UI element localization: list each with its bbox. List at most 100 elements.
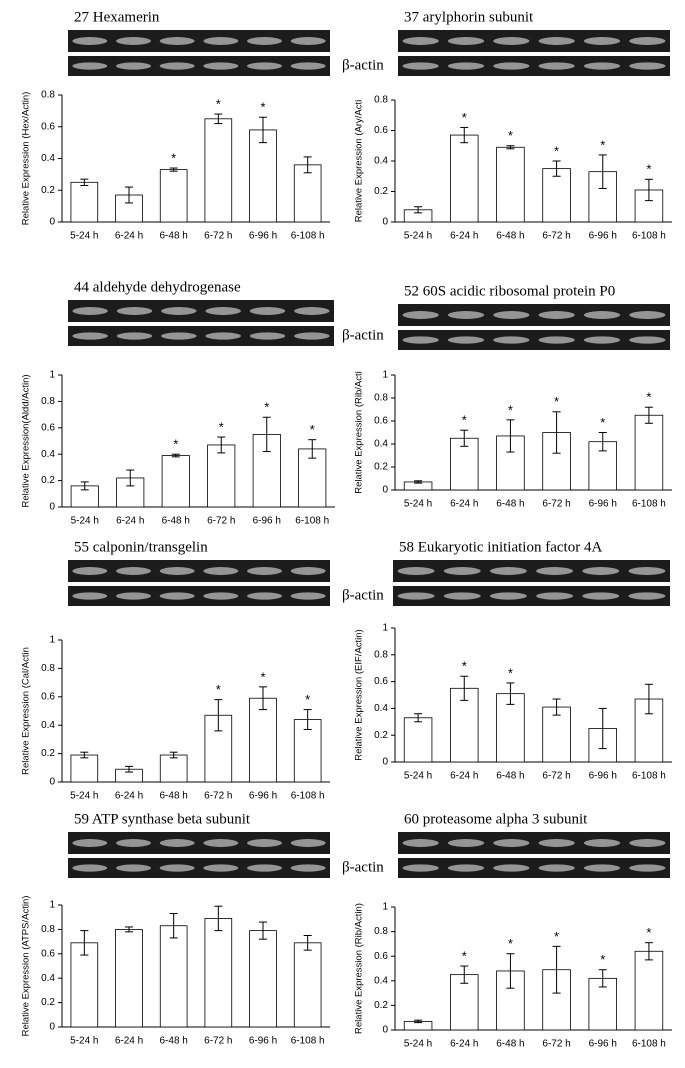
- gel-band: [538, 62, 575, 70]
- gel-label: β-actin: [342, 327, 384, 343]
- significance-marker: *: [173, 437, 178, 452]
- x-tick-label: 6-48 h: [496, 499, 524, 510]
- y-tick-label: 0.6: [41, 121, 55, 132]
- x-tick-label: 6-72 h: [204, 1036, 232, 1047]
- gel-image: [398, 858, 670, 878]
- gel-band: [116, 62, 151, 70]
- x-tick-label: 6-96 h: [249, 231, 277, 242]
- gel-band: [294, 332, 330, 340]
- gel-band: [402, 864, 439, 872]
- y-tick-label: 0.4: [374, 703, 388, 714]
- gel-band: [72, 839, 108, 847]
- gel-band: [290, 592, 326, 600]
- gel-image: [68, 858, 330, 878]
- bar: [204, 918, 233, 1028]
- gel-band: [402, 839, 439, 847]
- y-tick-label: 0.4: [374, 975, 388, 986]
- gel-band: [493, 839, 530, 847]
- gel-band: [203, 62, 239, 70]
- gel-band: [536, 567, 574, 575]
- x-tick-label: 6-48 h: [496, 1039, 524, 1050]
- y-tick-label: 1: [49, 635, 55, 646]
- gel-band: [72, 37, 108, 45]
- gel-label: β-actin: [342, 859, 384, 875]
- gel-band: [247, 839, 282, 847]
- bar: [204, 118, 233, 223]
- y-tick-label: 1: [49, 370, 55, 381]
- y-tick-label: 1: [382, 623, 388, 634]
- bar: [293, 164, 322, 223]
- bar: [159, 925, 188, 1028]
- gel-band: [159, 839, 195, 847]
- gel-band: [629, 839, 666, 847]
- significance-marker: *: [600, 415, 605, 430]
- y-axis-label: Relative Expression (EIF/Actin): [354, 629, 365, 760]
- gel-band: [628, 592, 666, 600]
- gel-band: [447, 864, 485, 872]
- gel-band: [536, 592, 574, 600]
- gel-band: [582, 592, 620, 600]
- x-tick-label: 5-24 h: [71, 516, 99, 527]
- x-tick-label: 5-24 h: [70, 1036, 98, 1047]
- x-tick-label: 6-108 h: [291, 791, 325, 802]
- gel-band: [538, 311, 575, 319]
- gel-band: [443, 567, 481, 575]
- significance-marker: *: [260, 669, 265, 684]
- x-tick-label: 6-96 h: [249, 791, 277, 802]
- x-tick-label: 6-24 h: [450, 231, 478, 242]
- x-tick-label: 6-72 h: [542, 771, 570, 782]
- bar: [634, 950, 664, 1031]
- gel-band: [290, 567, 326, 575]
- significance-marker: *: [260, 100, 265, 115]
- significance-marker: *: [216, 96, 221, 111]
- gel-band: [583, 311, 621, 319]
- gel-band: [159, 62, 195, 70]
- bar: [159, 754, 188, 783]
- gel-band: [247, 37, 282, 45]
- significance-marker: *: [554, 143, 559, 158]
- gel-band: [629, 864, 666, 872]
- gel-image: [68, 56, 330, 76]
- gel-band: [447, 37, 485, 45]
- gel-band: [290, 62, 326, 70]
- gel-band: [493, 336, 530, 344]
- gel-band: [159, 37, 195, 45]
- significance-marker: *: [462, 110, 467, 125]
- y-tick-label: 0.6: [41, 948, 55, 959]
- x-tick-label: 5-24 h: [70, 231, 98, 242]
- gel-band: [203, 37, 239, 45]
- x-tick-label: 6-96 h: [589, 1039, 617, 1050]
- gel-image: [68, 832, 330, 854]
- y-axis-label: Relative Expression (Rib/Actin): [354, 903, 365, 1034]
- gel-band: [493, 864, 530, 872]
- chart-title: 58 Eukaryotic initiation factor 4A: [399, 539, 602, 555]
- bar: [449, 437, 479, 491]
- x-tick-label: 6-108 h: [291, 231, 325, 242]
- gel-band: [290, 864, 326, 872]
- significance-marker: *: [508, 936, 513, 951]
- gel-band: [247, 62, 282, 70]
- significance-marker: *: [462, 659, 467, 674]
- y-axis-label: Relative Expression (Hex/Actin): [21, 92, 32, 226]
- gel-band: [116, 864, 151, 872]
- x-tick-label: 6-96 h: [589, 499, 617, 510]
- x-tick-label: 6-24 h: [450, 499, 478, 510]
- gel-image: [68, 560, 330, 582]
- gel-band: [402, 311, 439, 319]
- gel-label: β-actin: [342, 57, 384, 73]
- gel-band: [397, 592, 435, 600]
- gel-band: [402, 336, 439, 344]
- chart-title: 52 60S acidic ribosomal protein P0: [404, 283, 615, 299]
- gel-band: [447, 839, 485, 847]
- bar: [249, 129, 277, 223]
- y-axis-label: Relative Expression (ATPS/Actin): [21, 896, 32, 1037]
- y-tick-label: 0.8: [374, 393, 388, 404]
- x-tick-label: 6-48 h: [496, 231, 524, 242]
- y-tick-label: 0: [382, 1025, 388, 1036]
- gel-band: [203, 864, 239, 872]
- x-tick-label: 5-24 h: [70, 791, 98, 802]
- gel-band: [72, 62, 108, 70]
- gel-label: β-actin: [342, 587, 384, 603]
- bar: [115, 929, 143, 1028]
